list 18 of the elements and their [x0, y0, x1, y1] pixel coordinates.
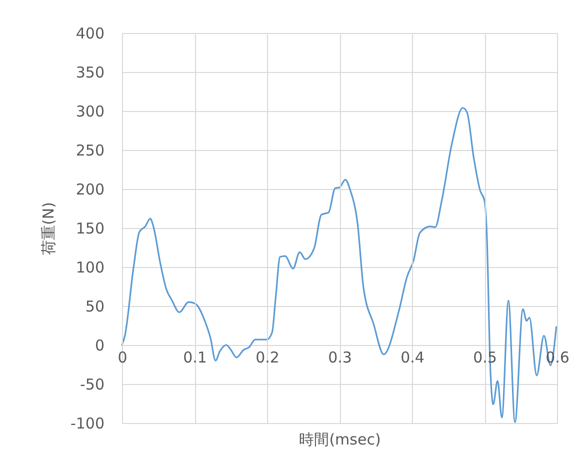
y-tick-label: 400 — [76, 24, 104, 42]
y-axis-title: 荷重(N) — [39, 202, 58, 255]
y-tick-label: -100 — [70, 414, 104, 432]
y-tick-label: 300 — [76, 102, 104, 120]
x-tick-label: 0.2 — [256, 348, 280, 366]
x-tick-label: 0 — [118, 348, 128, 366]
y-tick-label: 100 — [76, 258, 104, 276]
x-tick-label: 0.4 — [400, 348, 424, 366]
x-tick-label: 0.1 — [183, 348, 207, 366]
y-tick-label: 350 — [76, 64, 104, 82]
y-tick-label: 150 — [76, 220, 104, 238]
y-tick-label: 50 — [85, 298, 104, 316]
y-tick-label: 200 — [76, 180, 104, 198]
y-tick-label: 0 — [94, 336, 104, 354]
y-tick-label: 250 — [76, 142, 104, 160]
y-tick-label: -50 — [80, 376, 104, 394]
x-axis-title: 時間(msec) — [299, 430, 381, 448]
x-tick-label: 0.3 — [328, 348, 352, 366]
